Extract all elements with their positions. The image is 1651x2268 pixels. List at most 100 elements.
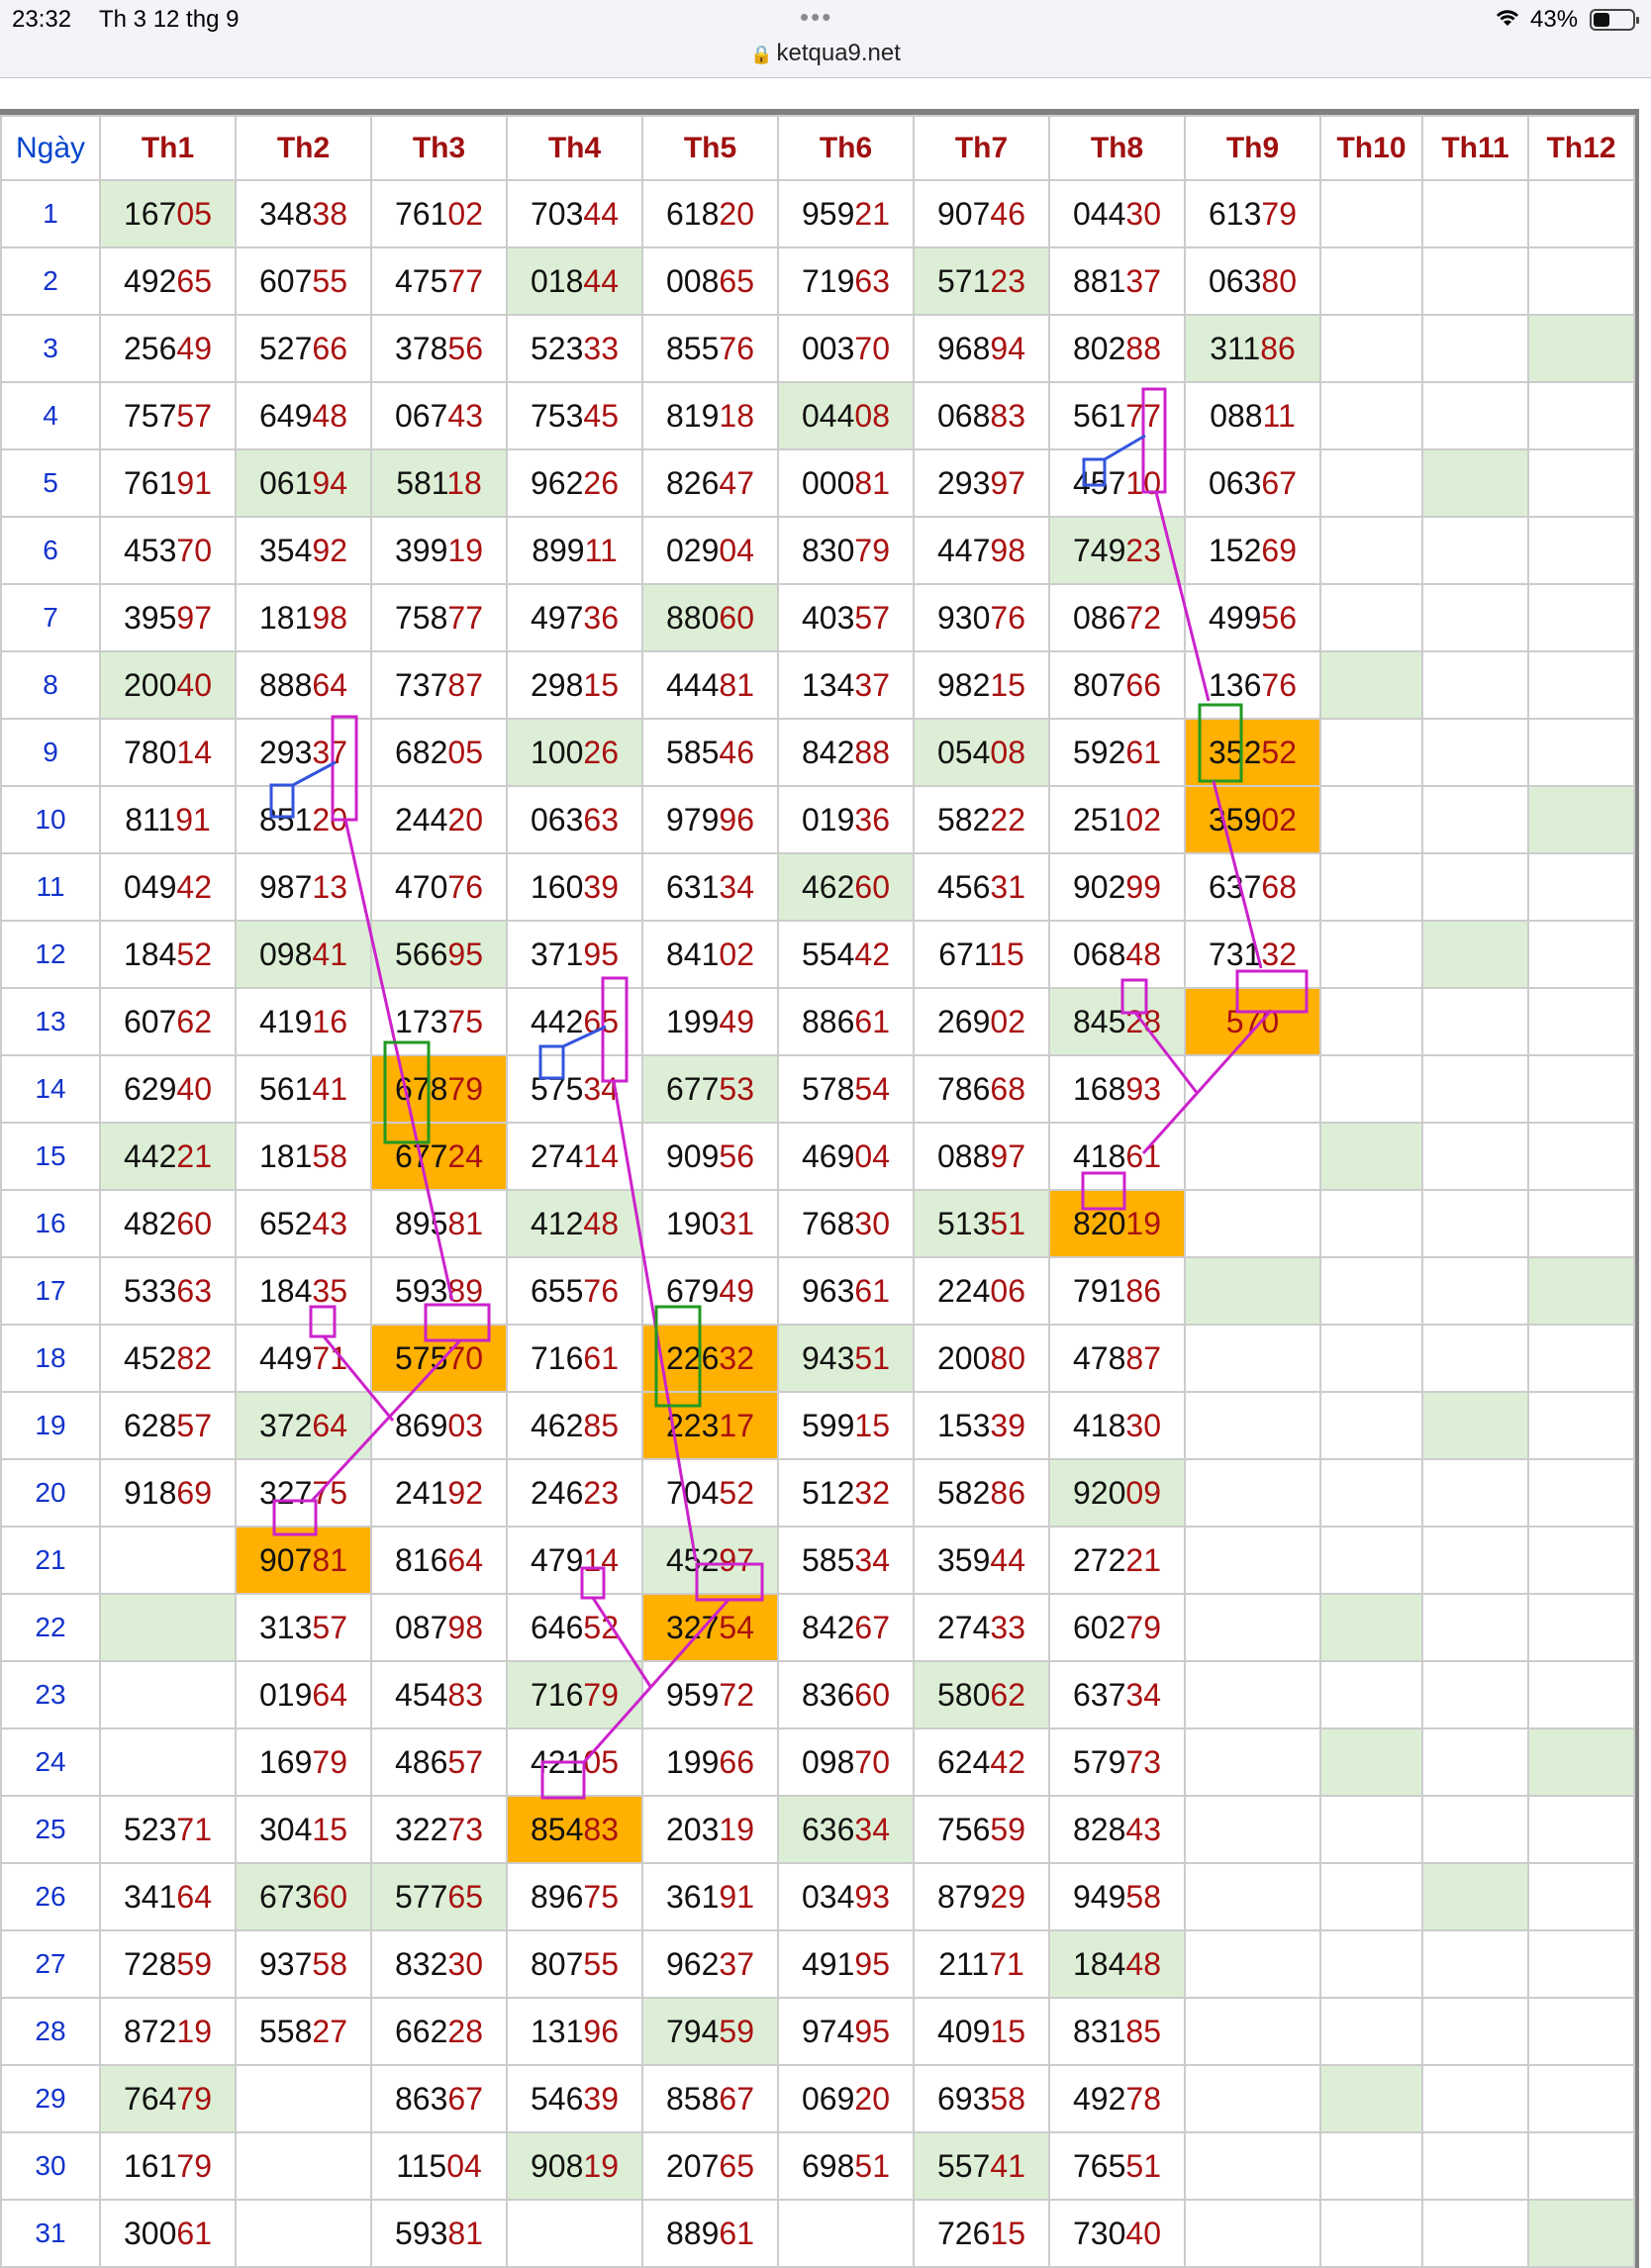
result-cell: 24623 [506, 1458, 643, 1528]
result-cell: 18448 [1048, 1929, 1186, 1999]
result-prefix: 962 [666, 1945, 720, 1982]
result-cell: 72615 [913, 2199, 1050, 2268]
lottery-results-table: Ngày Th1 Th2 Th3 Th4 Th5 Th6 Th7 Th8 Th9 Th10 Th11 T… [0, 115, 1635, 2268]
result-cell [1319, 1122, 1423, 1191]
result-prefix: 807 [531, 1945, 584, 1982]
result-prefix: 019 [802, 801, 855, 838]
result-suffix: 76 [447, 868, 483, 905]
result-cell [1184, 1256, 1321, 1326]
result-suffix: 70 [176, 532, 212, 568]
results-table-container: Ngày Th1 Th2 Th3 Th4 Th5 Th6 Th7 Th8 Th9 Th10 Th11 T… [0, 109, 1639, 2268]
result-suffix: 57 [176, 1407, 212, 1443]
result-cell: 52766 [235, 314, 372, 383]
result-suffix: 42 [854, 936, 890, 972]
result-suffix: 66 [1125, 666, 1161, 703]
result-suffix: 02 [1261, 801, 1297, 838]
result-suffix: 24 [447, 1137, 483, 1174]
result-prefix: 581 [396, 464, 447, 501]
result-cell: 95972 [641, 1660, 779, 1729]
result-suffix: 20 [719, 195, 754, 232]
result-suffix: 57 [447, 1743, 483, 1780]
result-cell: 60762 [99, 987, 237, 1056]
result-suffix: 41 [312, 1070, 347, 1107]
result-suffix: 39 [583, 2080, 619, 2117]
result-prefix: 618 [666, 195, 720, 232]
result-cell: 76551 [1048, 2131, 1186, 2201]
result-prefix: 167 [124, 195, 177, 232]
result-suffix: 75 [312, 1474, 347, 1511]
result-prefix: 607 [124, 1003, 177, 1039]
result-suffix: 43 [447, 397, 483, 434]
result-cell [1527, 1862, 1635, 1931]
result-suffix: 42 [990, 1743, 1025, 1780]
result-cell: 11504 [370, 2131, 508, 2201]
result-prefix: 987 [259, 868, 313, 905]
result-prefix: 293 [937, 464, 991, 501]
result-suffix: 19 [583, 2147, 619, 2184]
result-cell: 92009 [1048, 1458, 1186, 1528]
result-cell: 57570 [370, 1324, 508, 1393]
result-cell: 34164 [99, 1862, 237, 1931]
result-prefix: 737 [395, 666, 448, 703]
result-cell: 65243 [235, 1189, 372, 1258]
result-cell [1319, 314, 1423, 383]
result-suffix: 75 [447, 1003, 483, 1039]
table-row: 6 45370 35492 39919 89911 02904 83079 44798 7492… [0, 516, 1635, 585]
result-cell: 88661 [777, 987, 915, 1056]
result-cell: 58546 [641, 718, 779, 787]
table-row: 5 76191 06194 58118 96226 82647 00081 29397 4571… [0, 448, 1635, 518]
result-prefix: 322 [395, 1811, 448, 1847]
result-suffix: 55 [312, 262, 347, 299]
result-cell: 27433 [913, 1593, 1050, 1662]
multitasking-dots-icon[interactable]: ••• [800, 2, 833, 32]
result-prefix: 470 [395, 868, 448, 905]
result-cell [1527, 1795, 1635, 1864]
table-row: 1 16705 34838 76102 70344 61820 95921 90746 0443… [0, 179, 1635, 248]
result-cell: 76479 [99, 2064, 237, 2133]
result-prefix: 881 [1073, 262, 1126, 299]
result-cell: 19949 [641, 987, 779, 1056]
result-cell [1527, 852, 1635, 922]
result-cell: 06848 [1048, 920, 1186, 989]
address-bar[interactable]: 🔒 ketqua9.net [0, 40, 1651, 67]
day-number: 22 [0, 1593, 101, 1662]
result-prefix: 959 [666, 1676, 720, 1713]
result-prefix: 161 [124, 2147, 177, 2184]
result-prefix: 098 [259, 936, 313, 972]
result-cell: 44971 [235, 1324, 372, 1393]
result-suffix: 93 [1125, 1070, 1161, 1107]
result-prefix: 190 [666, 1205, 720, 1241]
toolbar-separator [0, 77, 1651, 78]
result-prefix: 716 [531, 1339, 584, 1376]
result-cell [1184, 1593, 1321, 1662]
result-cell: 30061 [99, 2199, 237, 2268]
result-cell: 39597 [99, 583, 237, 652]
result-prefix: 412 [531, 1205, 584, 1241]
result-suffix: 77 [1125, 397, 1161, 434]
result-suffix: 91 [175, 801, 211, 838]
result-prefix: 899 [532, 532, 585, 568]
result-prefix: 274 [531, 1137, 584, 1174]
result-suffix: 68 [990, 1070, 1025, 1107]
result-cell [1319, 1458, 1423, 1528]
result-suffix: 54 [719, 1609, 754, 1645]
result-prefix: 807 [1073, 666, 1126, 703]
result-prefix: 607 [259, 262, 313, 299]
result-suffix: 29 [990, 1878, 1025, 1915]
result-prefix: 930 [937, 599, 991, 636]
result-cell: 13196 [506, 1997, 643, 2066]
result-cell: 70344 [506, 179, 643, 248]
result-cell: 81918 [641, 381, 779, 450]
result-cell: 59915 [777, 1391, 915, 1460]
result-cell: 98713 [235, 852, 372, 922]
result-cell: 22632 [641, 1324, 779, 1393]
result-suffix: 87 [1125, 1339, 1161, 1376]
day-number: 16 [0, 1189, 101, 1258]
result-cell: 05408 [913, 718, 1050, 787]
result-cell: 65576 [506, 1256, 643, 1326]
day-number: 20 [0, 1458, 101, 1528]
result-prefix: 418 [1073, 1137, 1126, 1174]
result-cell: 93076 [913, 583, 1050, 652]
result-prefix: 000 [802, 464, 855, 501]
result-prefix: 979 [666, 801, 720, 838]
